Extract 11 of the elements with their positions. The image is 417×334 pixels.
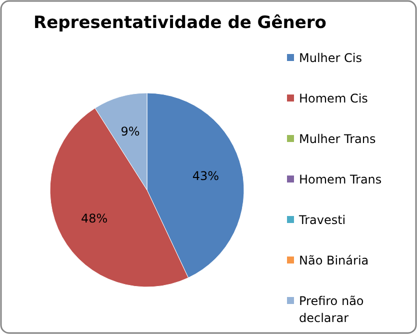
data-label: 48% bbox=[80, 211, 108, 226]
legend-label: Mulher Trans bbox=[299, 132, 376, 146]
legend-label: Não Binária bbox=[299, 254, 369, 268]
legend-label: Travesti bbox=[298, 213, 346, 227]
chart-title: Representatividade de Gênero bbox=[34, 13, 326, 33]
legend-label: Mulher Cis bbox=[299, 51, 362, 65]
data-label: 43% bbox=[192, 169, 220, 184]
legend-label: Homem Trans bbox=[299, 172, 382, 186]
data-label: 9% bbox=[120, 124, 140, 139]
legend-label: Prefiro não declarar bbox=[299, 294, 364, 325]
legend-label: Homem Cis bbox=[299, 92, 368, 106]
